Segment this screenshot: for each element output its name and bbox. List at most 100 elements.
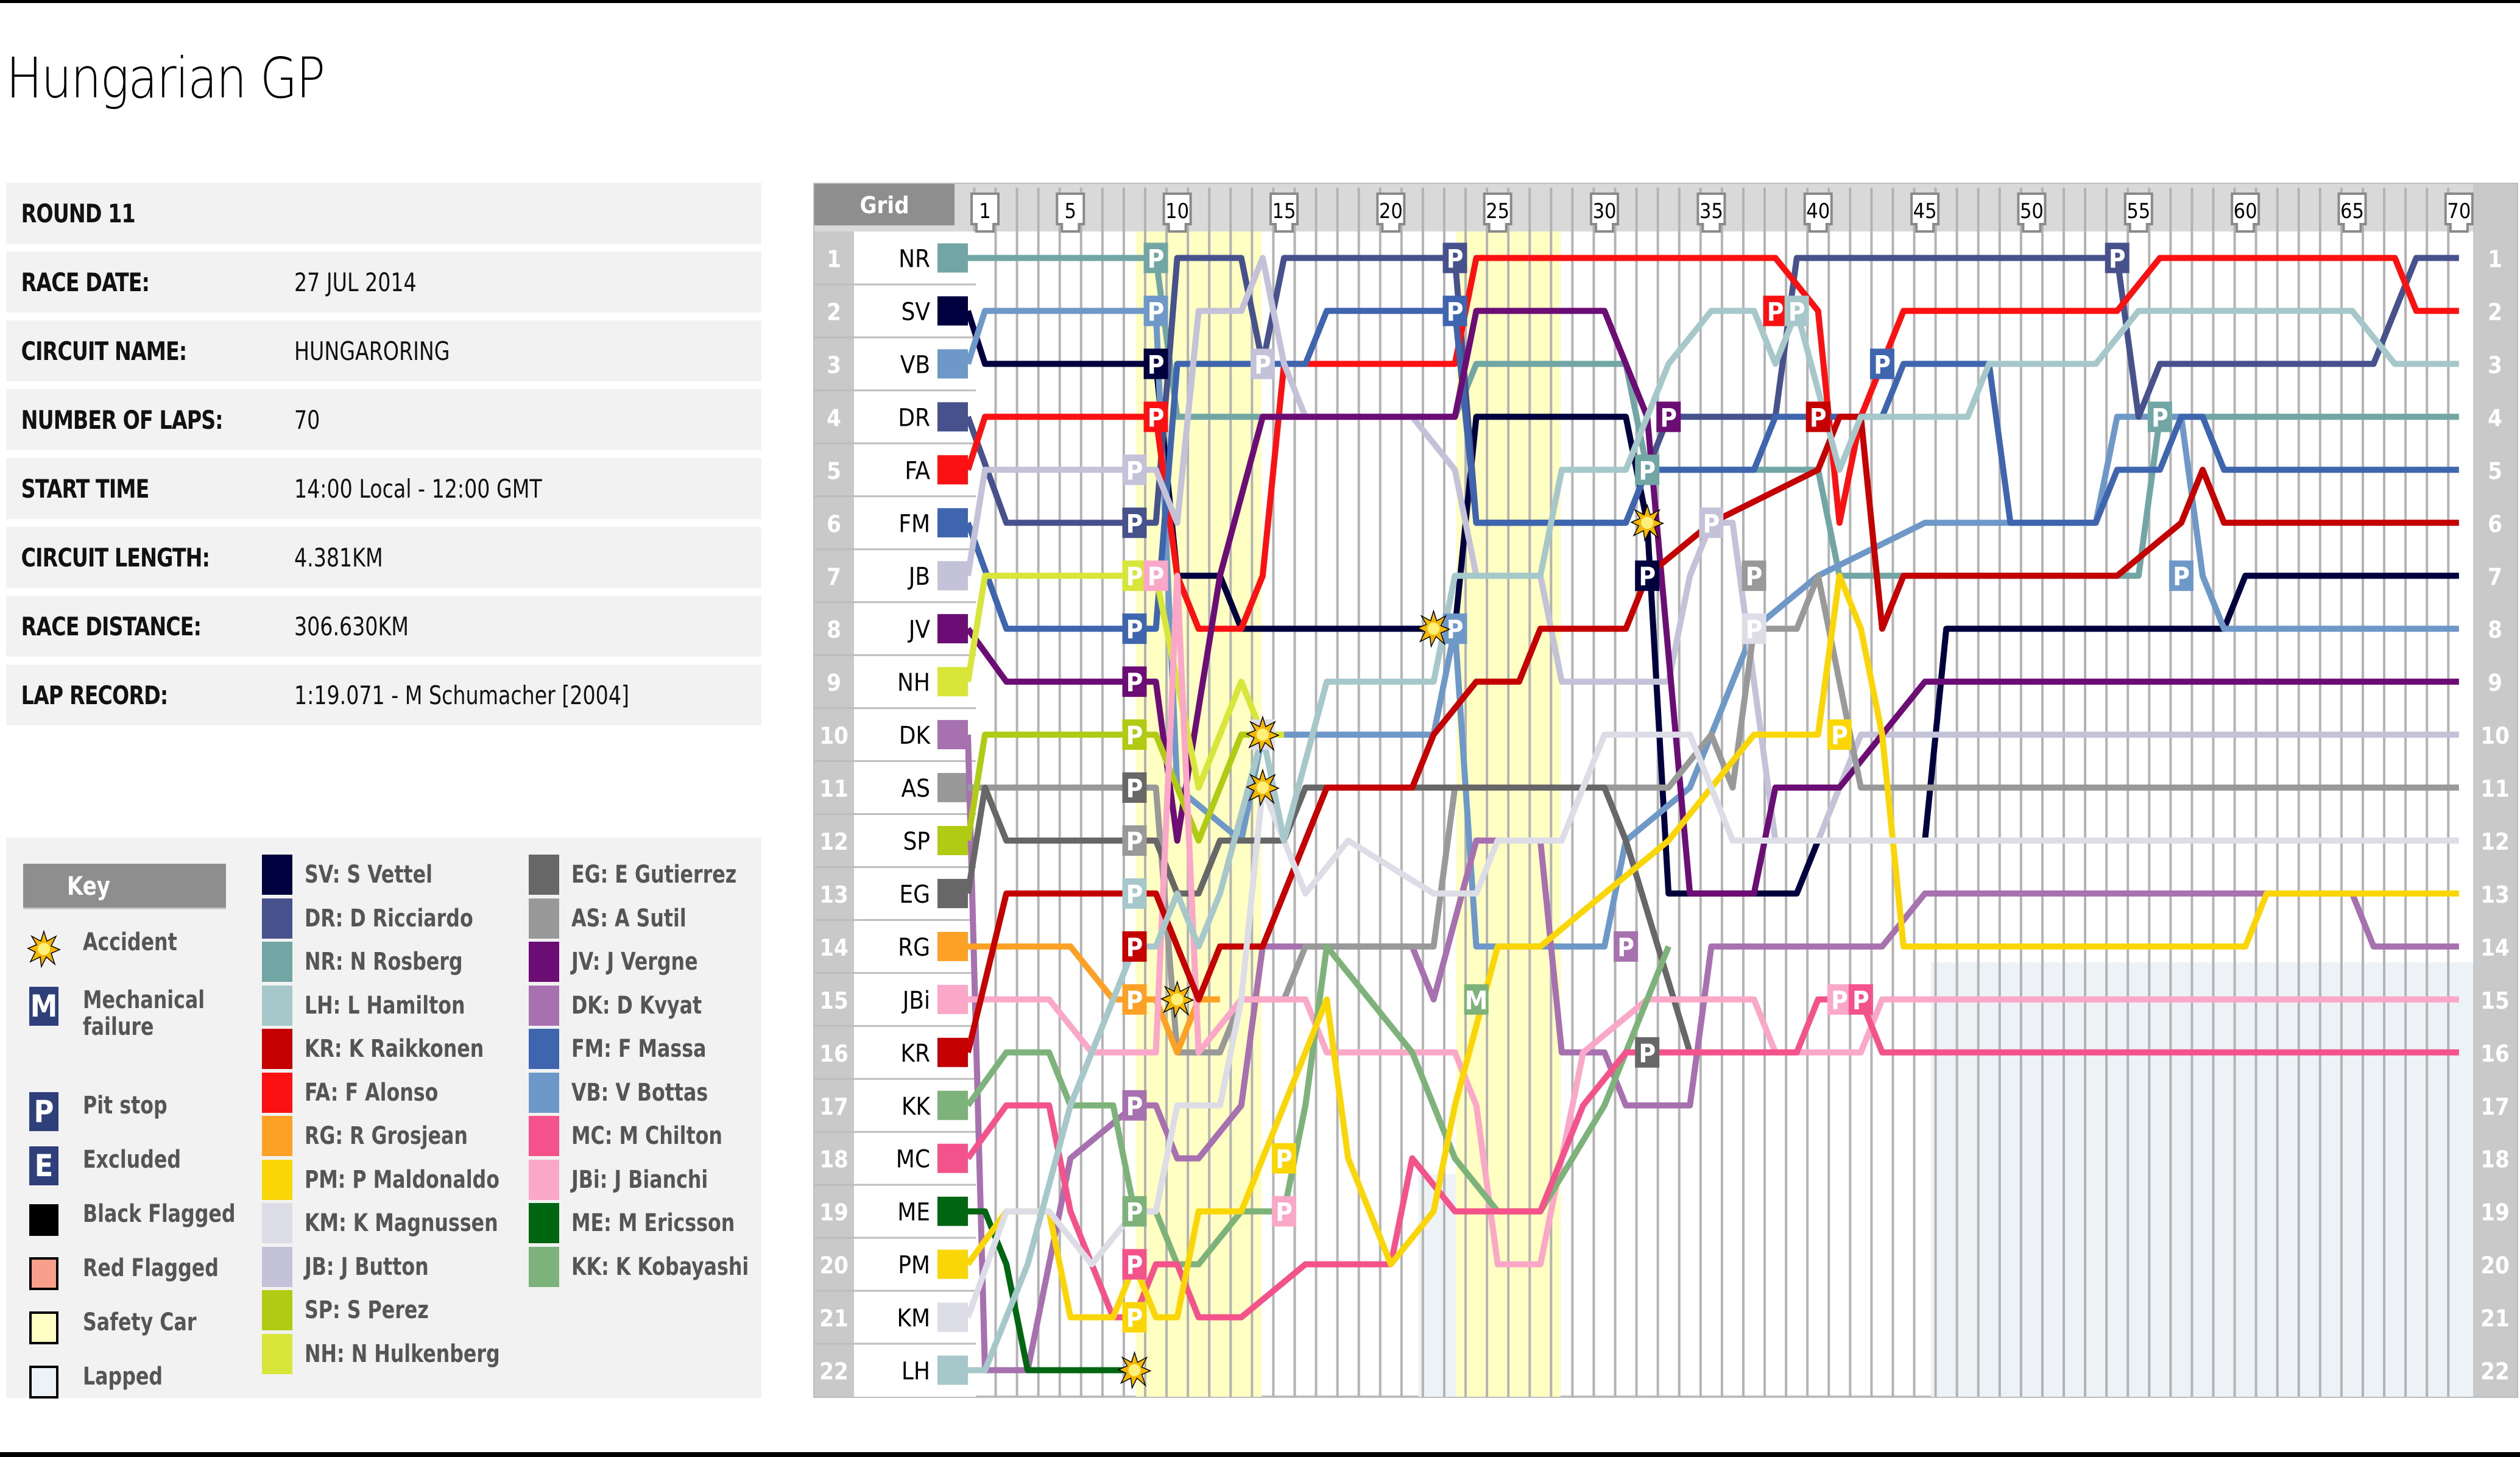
legend-driver-fa: FA: F Alonso (262, 1072, 456, 1113)
accident-icon (1416, 609, 1451, 648)
grid-header (814, 184, 955, 225)
pit-stop-icon: P (1122, 878, 1147, 909)
color-swatch (529, 1246, 559, 1287)
grid-driver-swatch (937, 402, 968, 432)
info-label: LAP RECORD: (21, 680, 169, 710)
pit-stop-icon: P (1122, 1196, 1147, 1227)
pit-stop-icon: P (1122, 931, 1147, 962)
driver-label: KR: K Raikkonen (305, 1035, 484, 1063)
legend-driver-pm: PM: P Maldonaldo (262, 1159, 526, 1200)
pit-stop-icon: P (1122, 825, 1147, 856)
pit-stop-icon: P (1614, 931, 1639, 962)
driver-label: EG: E Gutierrez (571, 861, 737, 889)
final-position-number: 2 (2488, 298, 2502, 325)
grid-driver-swatch (937, 1037, 968, 1067)
grid-position-number: 16 (819, 1040, 849, 1067)
lap-marker-50: 50 (2017, 192, 2047, 233)
grid-position-number: 4 (827, 404, 841, 431)
svg-text:P: P (1148, 297, 1165, 326)
final-position-number: 15 (2480, 987, 2510, 1014)
color-swatch (262, 1290, 292, 1330)
pit-stop-icon: P (1122, 454, 1147, 485)
grid-driver-swatch (937, 349, 968, 379)
svg-text:15: 15 (1272, 199, 1296, 224)
svg-text:40: 40 (1806, 199, 1830, 224)
lap-marker-15: 15 (1269, 192, 1299, 233)
legend-excluded: E Excluded (27, 1146, 194, 1187)
grid-driver-swatch (937, 296, 968, 326)
pit-stop-icon: P (1742, 560, 1766, 591)
svg-text:P: P (1126, 721, 1143, 750)
svg-text:65: 65 (2340, 199, 2364, 224)
grid-position-number: 6 (827, 510, 841, 537)
pit-stop-icon: P (1122, 719, 1147, 750)
color-swatch (262, 1333, 292, 1374)
grid-position-number: 12 (819, 828, 849, 855)
lapped-icon (27, 1363, 58, 1403)
driver-line-sp (965, 732, 1263, 844)
color-swatch (529, 1159, 559, 1200)
pit-stop-icon: P (1442, 242, 1467, 273)
grid-driver-swatch (937, 1143, 968, 1173)
grid-position-number: 17 (819, 1093, 849, 1120)
grid-driver-swatch (937, 878, 968, 908)
svg-text:P: P (1703, 509, 1720, 538)
legend-driver-lh: LH: L Hamilton (262, 985, 487, 1026)
svg-text:45: 45 (1913, 199, 1937, 224)
driver-label: JBi: J Bianchi (571, 1165, 708, 1194)
grid-driver-code: SP (903, 828, 930, 856)
grid-driver-swatch (937, 984, 968, 1014)
driver-label: NR: N Rosberg (305, 948, 463, 976)
svg-text:P: P (1126, 1198, 1143, 1227)
svg-text:P: P (1126, 562, 1143, 591)
driver-label: LH: L Hamilton (305, 991, 465, 1020)
pit-stop-icon: P (1635, 1037, 1660, 1068)
grid-driver-code: EG (899, 881, 930, 909)
grid-driver-swatch (937, 931, 968, 961)
info-label: ROUND 11 (21, 198, 136, 228)
legend-driver-mc: MC: M Chilton (529, 1116, 743, 1156)
legend-driver-sv: SV: S Vettel (262, 855, 450, 895)
lap-marker-25: 25 (1483, 192, 1512, 233)
lap-marker-55: 55 (2123, 192, 2153, 233)
info-value: 4.381KM (294, 542, 383, 573)
grid-header-label: Grid (859, 192, 909, 219)
color-swatch (529, 855, 559, 895)
pit-stop-icon: P (1635, 454, 1660, 485)
info-label: RACE DISTANCE: (21, 611, 202, 641)
svg-text:30: 30 (1593, 199, 1617, 224)
driver-line-eg (965, 785, 1693, 1054)
legend-safety-car: Safety Car (27, 1309, 212, 1349)
info-value: 1:19.071 - M Schumacher [2004] (294, 680, 629, 710)
info-value: 306.630KM (294, 611, 409, 641)
final-position-number: 3 (2488, 351, 2502, 378)
info-row-circuit-length: CIRCUIT LENGTH: 4.381KM (6, 527, 761, 588)
svg-text:P: P (1148, 244, 1165, 273)
grid-driver-code: VB (900, 351, 930, 379)
grid-position-number: 19 (819, 1199, 849, 1226)
grid-position-number: 21 (819, 1305, 849, 1332)
pit-stop-icon: P (2105, 242, 2130, 273)
svg-text:60: 60 (2234, 199, 2257, 224)
svg-text:P: P (1148, 403, 1165, 432)
svg-text:P: P (1126, 933, 1143, 962)
grid-driver-code: DR (898, 404, 930, 432)
svg-text:25: 25 (1486, 199, 1509, 224)
lap-marker-60: 60 (2231, 192, 2261, 233)
final-position-number: 14 (2480, 934, 2510, 961)
driver-label: FA: F Alonso (305, 1078, 439, 1107)
lap-marker-1: 1 (970, 192, 1000, 233)
pit-stop-icon: P (1143, 401, 1168, 432)
grid-position-number: 15 (819, 987, 849, 1014)
svg-text:P: P (1639, 1039, 1656, 1068)
final-position-number: 13 (2480, 881, 2510, 908)
final-position-column (2473, 184, 2517, 1397)
grid-driver-code: LH (902, 1358, 930, 1386)
driver-label: RG: R Grosjean (305, 1122, 468, 1150)
pit-stop-icon: P (1442, 295, 1467, 326)
legend-driver-jv: JV: J Vergne (529, 942, 715, 982)
grid-driver-swatch (937, 1302, 968, 1332)
driver-label: KM: K Magnussen (305, 1209, 498, 1237)
lap-marker-35: 35 (1696, 192, 1726, 233)
pit-stop-icon: P (1742, 613, 1766, 644)
